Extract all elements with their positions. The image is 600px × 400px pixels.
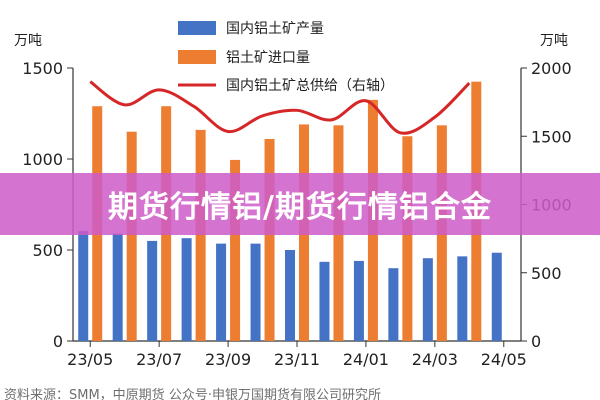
bar-domestic-production xyxy=(491,252,502,341)
x-tick-label: 24/03 xyxy=(412,350,458,369)
left-axis-unit: 万吨 xyxy=(14,33,42,49)
x-tick-label: 23/05 xyxy=(67,350,113,369)
bar-domestic-production xyxy=(216,243,227,341)
bar-domestic-production xyxy=(353,260,364,341)
y-right-tick-label: 500 xyxy=(531,264,562,283)
bar-domestic-production xyxy=(147,240,158,341)
x-tick-label: 24/05 xyxy=(481,350,527,369)
line-total-supply xyxy=(89,80,471,135)
bar-import-volume xyxy=(402,136,413,341)
legend-label-0: 国内铝土矿产量 xyxy=(226,21,324,37)
bar-domestic-production xyxy=(181,238,192,341)
bar-domestic-production xyxy=(250,243,261,341)
legend-swatch-1 xyxy=(178,50,216,64)
y-right-tick-label: 1500 xyxy=(531,127,572,146)
legend-swatch-0 xyxy=(178,21,216,35)
x-tick-label: 23/11 xyxy=(274,350,320,369)
banner-title: 期货行情铝/期货行情铝合金 xyxy=(108,190,492,225)
y-left-tick-label: 0 xyxy=(53,332,63,351)
bar-import-volume xyxy=(264,138,275,341)
legend-label-2: 国内铝土矿总供给（右轴） xyxy=(226,78,394,94)
x-tick-label: 23/07 xyxy=(136,350,182,369)
y-right-tick-label: 2000 xyxy=(531,59,572,78)
y-left-tick-label: 1000 xyxy=(22,150,63,169)
source-footer: 资料来源：SMM，中原期货 公众号·申银万国期货有限公司研究所 xyxy=(4,384,600,400)
bar-domestic-production xyxy=(319,261,330,341)
bar-import-volume xyxy=(230,159,241,341)
bar-domestic-production xyxy=(388,268,399,341)
bar-domestic-production xyxy=(457,256,468,341)
bar-domestic-production xyxy=(78,230,89,341)
bar-domestic-production xyxy=(285,250,295,341)
bar-domestic-production xyxy=(422,258,433,341)
source-text: 资料来源：SMM，中原期货 公众号·申银万国期货有限公司研究所 xyxy=(4,388,381,400)
bar-import-volume xyxy=(126,131,137,341)
title-banner: 期货行情铝/期货行情铝合金 xyxy=(0,173,600,235)
y-left-tick-label: 500 xyxy=(32,241,63,260)
x-tick-label: 23/09 xyxy=(205,350,251,369)
x-tick-label: 24/01 xyxy=(343,350,389,369)
bar-import-volume xyxy=(195,129,206,341)
bar-domestic-production xyxy=(112,233,123,341)
right-axis-unit: 万吨 xyxy=(540,33,568,49)
y-left-tick-label: 1500 xyxy=(22,59,63,78)
y-right-tick-label: 0 xyxy=(531,332,541,351)
legend-label-1: 铝土矿进口量 xyxy=(226,50,310,66)
